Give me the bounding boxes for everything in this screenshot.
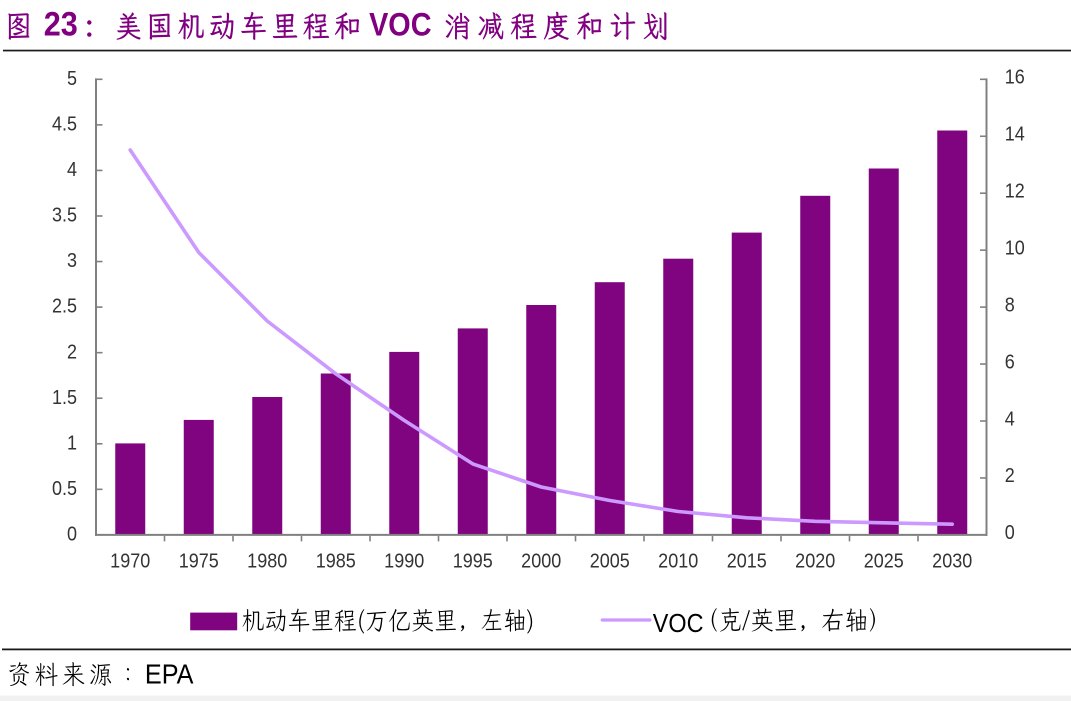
- svg-text:16: 16: [1005, 67, 1025, 89]
- svg-text:1990: 1990: [384, 551, 424, 573]
- svg-text:2005: 2005: [590, 551, 630, 573]
- svg-text:1980: 1980: [247, 551, 287, 573]
- svg-text:2010: 2010: [658, 551, 698, 573]
- svg-text:5: 5: [67, 68, 77, 90]
- svg-text:VOC: VOC: [653, 610, 704, 638]
- svg-text:2000: 2000: [521, 551, 561, 573]
- svg-text:3: 3: [67, 250, 77, 272]
- svg-text:0: 0: [67, 524, 77, 546]
- svg-text:14: 14: [1005, 124, 1025, 146]
- svg-text:4.5: 4.5: [52, 114, 77, 136]
- svg-text:2020: 2020: [795, 551, 835, 573]
- svg-text:2.5: 2.5: [52, 296, 77, 318]
- svg-text:1: 1: [67, 433, 77, 455]
- svg-text:8: 8: [1005, 295, 1015, 317]
- svg-text:0: 0: [1005, 522, 1015, 544]
- svg-text:12: 12: [1005, 181, 1025, 203]
- svg-text:0.5: 0.5: [52, 478, 77, 500]
- svg-text:1985: 1985: [316, 551, 356, 573]
- svg-text:1.5: 1.5: [52, 387, 77, 409]
- svg-text:2015: 2015: [727, 551, 767, 573]
- svg-text:10: 10: [1005, 238, 1025, 260]
- svg-text:3.5: 3.5: [52, 205, 77, 227]
- svg-text:2030: 2030: [932, 551, 972, 573]
- svg-text:1995: 1995: [453, 551, 493, 573]
- svg-text:1970: 1970: [110, 551, 150, 573]
- svg-text:4: 4: [1005, 408, 1015, 430]
- svg-text:23: 23: [44, 5, 78, 43]
- svg-text:EPA: EPA: [145, 658, 194, 690]
- svg-text:6: 6: [1005, 352, 1015, 374]
- svg-text:2: 2: [67, 341, 77, 363]
- svg-text:2: 2: [1005, 465, 1015, 487]
- svg-text:2025: 2025: [864, 551, 904, 573]
- svg-text:4: 4: [67, 159, 77, 181]
- svg-text:1975: 1975: [179, 551, 219, 573]
- svg-text:VOC: VOC: [369, 7, 431, 43]
